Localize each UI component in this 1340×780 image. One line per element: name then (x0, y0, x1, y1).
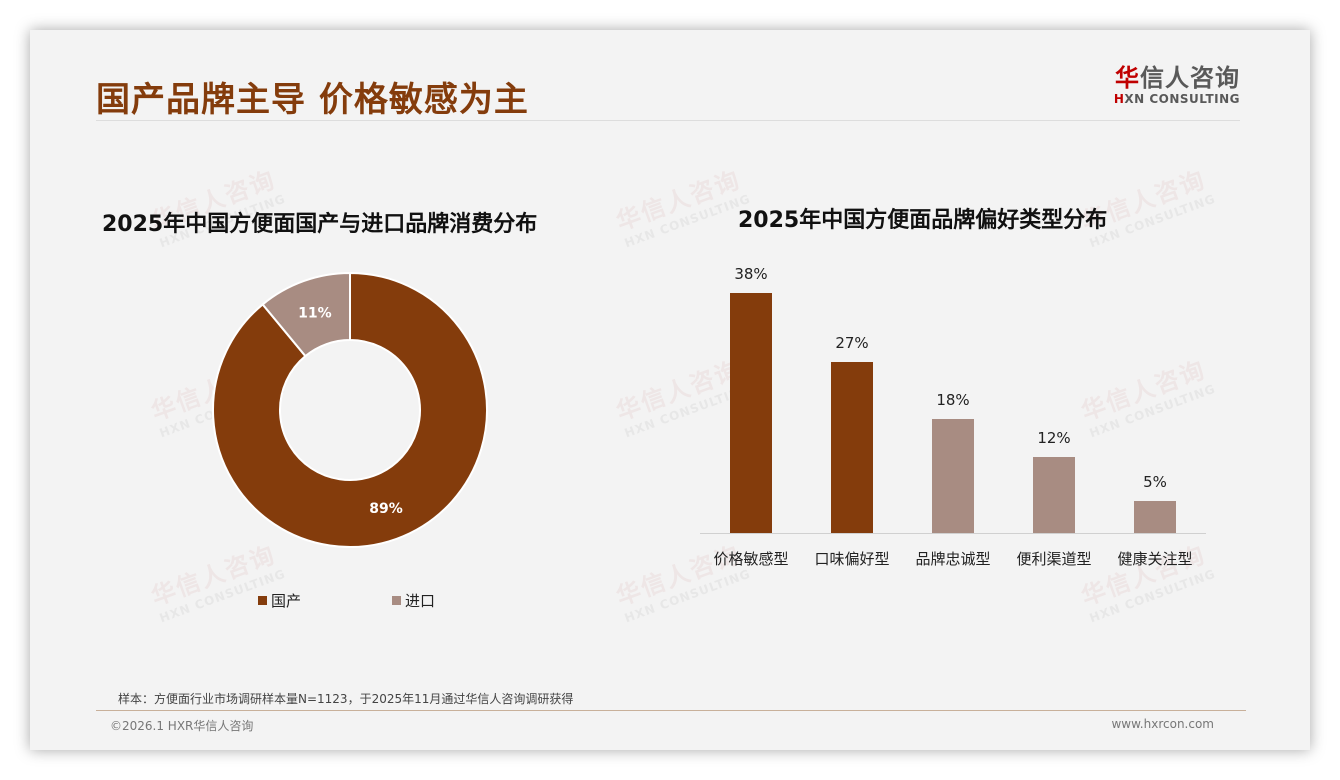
bar-value-label: 12% (1037, 429, 1071, 448)
copyright: ©2026.1 HXR华信人咨询 (110, 719, 254, 733)
bar (1033, 457, 1075, 533)
donut-slice (261, 272, 351, 358)
bar-category-label: 品牌忠诚型 (915, 550, 991, 568)
bar-chart-title: 2025年中国方便面品牌偏好类型分布 (738, 208, 1108, 233)
donut-slice (212, 272, 488, 548)
bar-category-label: 口味偏好型 (814, 550, 890, 568)
donut-label-domestic: 89% (369, 501, 403, 517)
sample-note: 样本：方便面行业市场调研样本量N=1123，于2025年11月通过华信人咨询调研… (118, 692, 574, 706)
page-title: 国产品牌主导 价格敏感为主 (96, 80, 529, 120)
donut-chart-title: 2025年中国方便面国产与进口品牌消费分布 (102, 212, 538, 237)
logo-en-first: H (1113, 92, 1125, 106)
website-link: www.hxrcon.com (1111, 717, 1214, 731)
footer-divider (96, 710, 1246, 711)
bar-chart: 38% 价格敏感型 27% 口味偏好型 18% 品牌忠诚型 12% 便利渠道型 5% 健康关注型 (700, 265, 1210, 590)
bar (831, 362, 873, 533)
legend-item-domestic: 国产 (258, 590, 301, 611)
bar-value-label: 18% (936, 391, 970, 410)
bar-category-label: 价格敏感型 (713, 550, 789, 568)
logo-cn-rest: 信人咨询 (1140, 64, 1240, 92)
logo-cn-first: 华 (1115, 64, 1140, 92)
legend-label: 国产 (271, 592, 302, 610)
bar (932, 419, 974, 533)
bar-category-label: 便利渠道型 (1016, 550, 1092, 568)
bar (1134, 501, 1176, 533)
legend-swatch-icon (258, 596, 267, 605)
logo-en-rest: XN CONSULTING (1124, 92, 1240, 106)
logo: 华信人咨询 HXN CONSULTING (1114, 64, 1240, 106)
legend-label: 进口 (405, 592, 436, 610)
legend-swatch-icon (392, 596, 401, 605)
bar (730, 293, 772, 533)
title-divider (96, 120, 1240, 121)
bar-value-label: 38% (734, 265, 768, 283)
slide: 国产品牌主导 价格敏感为主 华信人咨询 HXN CONSULTING 华信人咨询… (30, 30, 1310, 750)
donut-label-import: 11% (298, 306, 332, 322)
x-axis (700, 533, 1206, 534)
donut-chart: 89% 11% (212, 272, 488, 548)
bar-value-label: 27% (835, 334, 869, 353)
bar-category-label: 健康关注型 (1117, 550, 1193, 568)
bar-value-label: 5% (1143, 473, 1167, 492)
legend-item-import: 进口 (392, 590, 435, 611)
